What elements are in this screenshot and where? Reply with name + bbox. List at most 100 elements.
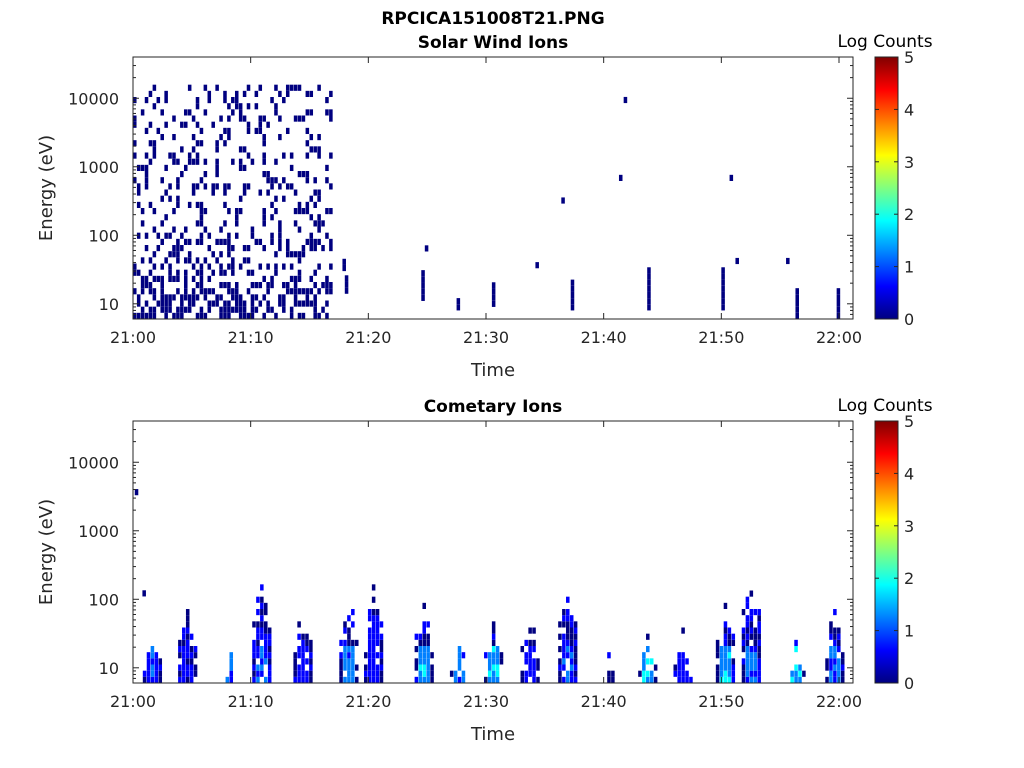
spectrogram-cell xyxy=(189,676,194,683)
spectrogram-cell xyxy=(833,633,837,640)
spectrogram-cell xyxy=(293,294,298,301)
spectrogram-cell xyxy=(227,208,231,215)
spectrogram-cell xyxy=(140,306,145,313)
spectrogram-cell xyxy=(278,238,282,246)
spectrogram-cell xyxy=(379,646,384,653)
spectrogram-cell xyxy=(309,109,314,116)
spectrogram-cell xyxy=(757,615,761,622)
spectrogram-cell xyxy=(677,676,681,683)
spectrogram-cell xyxy=(321,282,325,289)
spectrogram-cell xyxy=(491,664,496,671)
spectrogram-cell xyxy=(238,103,243,110)
spectrogram-cell xyxy=(721,267,725,274)
spectrogram-cell xyxy=(829,664,833,671)
spectrogram-cell xyxy=(757,664,761,671)
spectrogram-cell xyxy=(795,300,799,307)
figure-title: RPCICA151008T21.PNG xyxy=(381,9,604,29)
spectrogram-cell xyxy=(495,670,500,677)
spectrogram-cell xyxy=(681,658,685,665)
spectrogram-cell xyxy=(309,676,313,683)
spectrogram-cell xyxy=(297,171,302,178)
spectrogram-cell xyxy=(231,158,235,165)
spectrogram-cell xyxy=(524,652,528,659)
spectrogram-cell xyxy=(325,275,329,283)
spectrogram-cell xyxy=(721,279,725,286)
spectrogram-cell xyxy=(195,238,200,246)
spectrogram-cell xyxy=(749,646,754,653)
spectrogram-cell xyxy=(379,652,384,659)
spectrogram-cell xyxy=(721,273,725,280)
spectrogram-cell xyxy=(309,146,314,153)
colorbar-tick-label: 4 xyxy=(904,464,914,483)
spectrogram-cell xyxy=(191,300,196,307)
x-tick-label: 22:00 xyxy=(816,328,862,347)
spectrogram-cell xyxy=(623,96,628,104)
spectrogram-cell xyxy=(252,652,256,659)
spectrogram-cell xyxy=(825,658,829,665)
spectrogram-cell xyxy=(140,312,145,319)
spectrogram-cell xyxy=(293,652,297,659)
spectrogram-cell xyxy=(753,633,758,640)
spectrogram-cell xyxy=(495,658,500,665)
spectrogram-cell xyxy=(223,183,227,190)
spectrogram-cell xyxy=(305,658,309,665)
spectrogram-cell xyxy=(260,646,264,653)
spectrogram-cell xyxy=(379,676,384,683)
spectrogram-cell xyxy=(794,676,798,683)
spectrogram-cell xyxy=(256,596,260,603)
spectrogram-cell xyxy=(182,633,186,640)
spectrogram-cell xyxy=(227,183,231,190)
spectrogram-cell xyxy=(491,676,496,683)
spectrogram-cell xyxy=(152,275,157,283)
spectrogram-cell xyxy=(749,633,754,640)
spectrogram-cell xyxy=(254,306,259,313)
spectrogram-cell xyxy=(347,676,351,683)
spectrogram-cell xyxy=(566,609,570,616)
spectrogram-cell xyxy=(168,183,172,190)
spectrogram-cell xyxy=(825,676,829,683)
spectrogram-cell xyxy=(183,257,188,264)
spectrogram-cell xyxy=(285,288,290,295)
x-tick-label: 21:10 xyxy=(228,692,274,711)
colorbar-tick-label: 2 xyxy=(904,205,914,224)
spectrogram-cell xyxy=(379,621,384,628)
spectrogram-cell xyxy=(344,287,349,294)
spectrogram-cell xyxy=(379,664,384,671)
y-tick-label: 1000 xyxy=(78,158,119,177)
spectrogram-cell xyxy=(833,664,837,671)
spectrogram-cell xyxy=(185,664,190,671)
spectrogram-cell xyxy=(133,263,137,270)
spectrogram-cell xyxy=(414,664,419,671)
spectrogram-cell xyxy=(375,670,380,677)
spectrogram-cell xyxy=(727,652,732,659)
spectrogram-cell xyxy=(168,269,172,276)
spectrogram-cell xyxy=(264,627,268,634)
spectrogram-cell xyxy=(745,658,750,665)
spectrogram-cell xyxy=(723,633,728,640)
spectrogram-cell xyxy=(164,90,168,98)
spectrogram-cell xyxy=(343,646,347,653)
spectrogram-cell xyxy=(367,658,372,665)
spectrogram-cell xyxy=(260,584,264,591)
spectrogram-cell xyxy=(297,251,302,258)
spectrogram-cell xyxy=(840,670,845,677)
spectrogram-cell xyxy=(723,676,728,683)
spectrogram-cell xyxy=(715,652,720,659)
spectrogram-cell xyxy=(160,263,164,270)
spectrogram-cell xyxy=(649,676,654,683)
spectrogram-cell xyxy=(195,201,200,209)
spectrogram-cell xyxy=(569,646,574,653)
spectrogram-cell xyxy=(270,177,274,184)
spectrogram-cell xyxy=(528,652,532,659)
spectrogram-cell xyxy=(367,615,372,622)
spectrogram-cell xyxy=(347,646,351,653)
spectrogram-cell xyxy=(749,615,754,622)
spectrogram-cell xyxy=(757,676,761,683)
spectrogram-cell xyxy=(646,646,650,653)
spectrogram-cell xyxy=(487,652,492,659)
spectrogram-cell xyxy=(829,652,833,659)
spectrogram-cell xyxy=(364,652,368,659)
spectrogram-cell xyxy=(195,312,200,319)
spectrogram-cell xyxy=(430,670,434,677)
spectrogram-cell xyxy=(178,676,182,683)
